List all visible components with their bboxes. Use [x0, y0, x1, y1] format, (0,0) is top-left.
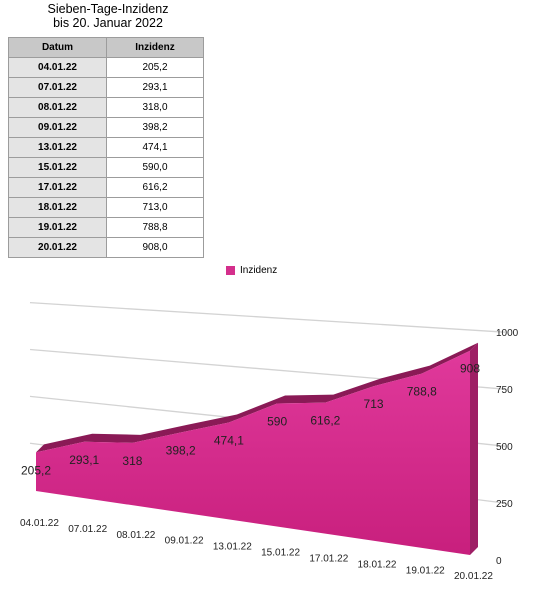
y-tick-label: 750	[496, 385, 513, 396]
table-cell-value: 590,0	[106, 157, 204, 178]
table-row: 04.01.22 205,2	[8, 57, 204, 78]
table-title: Sieben-Tage-Inzidenz bis 20. Januar 2022	[0, 2, 216, 30]
x-tick-label: 13.01.22	[213, 542, 252, 553]
x-tick-label: 18.01.22	[358, 559, 397, 570]
x-tick-label: 09.01.22	[165, 536, 204, 547]
gridline	[29, 301, 506, 333]
y-tick-label: 0	[496, 556, 502, 567]
data-label: 205,2	[21, 463, 51, 477]
table-cell-value: 398,2	[106, 117, 204, 138]
table-cell-date: 17.01.22	[8, 177, 107, 198]
table-row: 19.01.22 788,8	[8, 217, 204, 238]
x-tick-label: 07.01.22	[68, 524, 107, 535]
data-label: 398,2	[166, 444, 196, 458]
area-side-face	[470, 342, 478, 555]
table-cell-value: 908,0	[106, 237, 204, 258]
table-cell-date: 15.01.22	[8, 157, 107, 178]
table-row: 07.01.22 293,1	[8, 77, 204, 98]
table-row: 13.01.22 474,1	[8, 137, 204, 158]
legend-label: Inzidenz	[240, 265, 278, 276]
table-cell-date: 08.01.22	[8, 97, 107, 118]
table-cell-value: 474,1	[106, 137, 204, 158]
area-top-face	[36, 342, 478, 453]
table-cell-date: 07.01.22	[8, 77, 107, 98]
data-label: 590	[267, 415, 287, 429]
table-cell-date: 04.01.22	[8, 57, 107, 78]
x-tick-label: 15.01.22	[261, 548, 300, 559]
area-front-face	[36, 350, 470, 555]
data-label: 318	[122, 454, 142, 468]
header-datum: Datum	[8, 37, 107, 58]
x-tick-label: 17.01.22	[309, 553, 348, 564]
data-label: 908	[460, 362, 480, 376]
y-tick-label: 1000	[496, 328, 519, 339]
x-tick-label: 20.01.22	[454, 571, 493, 582]
table-cell-date: 09.01.22	[8, 117, 107, 138]
data-label: 616,2	[310, 414, 340, 428]
header-inzidenz: Inzidenz	[106, 37, 204, 58]
data-label: 474,1	[214, 434, 244, 448]
table-row: 20.01.22 908,0	[8, 237, 204, 258]
y-tick-label: 500	[496, 442, 513, 453]
table-header-row: Datum Inzidenz	[8, 37, 204, 58]
table-row: 18.01.22 713,0	[8, 197, 204, 218]
table-title-line2: bis 20. Januar 2022	[53, 16, 163, 30]
table-cell-date: 13.01.22	[8, 137, 107, 158]
table-cell-value: 205,2	[106, 57, 204, 78]
table-row: 15.01.22 590,0	[8, 157, 204, 178]
table-cell-date: 18.01.22	[8, 197, 107, 218]
data-label: 788,8	[407, 385, 437, 399]
x-tick-label: 19.01.22	[406, 565, 445, 576]
incidence-table: Datum Inzidenz 04.01.22 205,2 07.01.22 293,…	[8, 37, 204, 258]
chart-legend: Inzidenz	[226, 265, 277, 276]
data-label: 713	[364, 397, 384, 411]
table-row: 09.01.22 398,2	[8, 117, 204, 138]
y-tick-label: 250	[496, 499, 513, 510]
table-cell-value: 788,8	[106, 217, 204, 238]
legend-swatch	[226, 266, 235, 275]
table-cell-value: 293,1	[106, 77, 204, 98]
table-cell-value: 616,2	[106, 177, 204, 198]
x-tick-label: 08.01.22	[116, 530, 155, 541]
data-label: 293,1	[69, 453, 99, 467]
table-cell-date: 19.01.22	[8, 217, 107, 238]
table-row: 17.01.22 616,2	[8, 177, 204, 198]
table-cell-date: 20.01.22	[8, 237, 107, 258]
table-title-line1: Sieben-Tage-Inzidenz	[47, 2, 169, 16]
x-tick-label: 04.01.22	[20, 518, 59, 529]
